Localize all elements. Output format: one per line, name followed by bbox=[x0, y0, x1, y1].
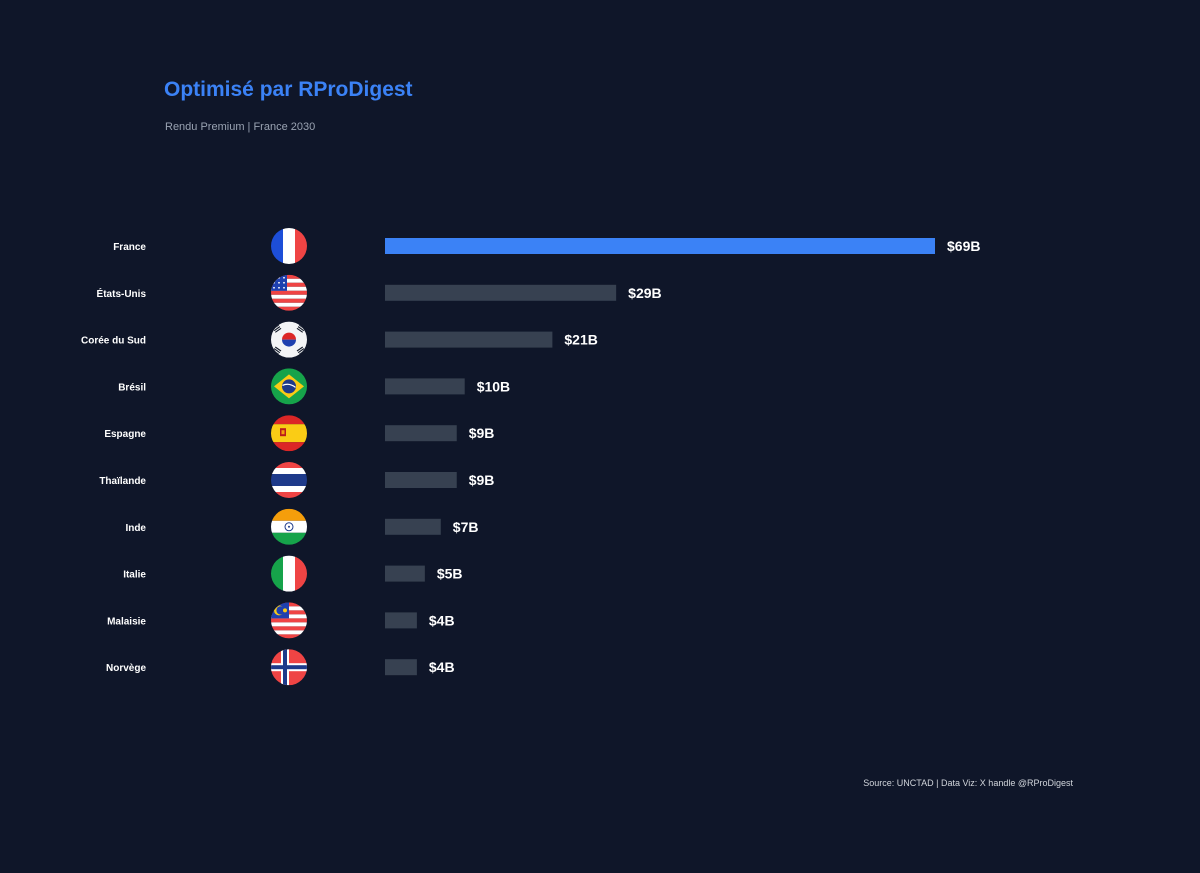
bar bbox=[385, 238, 935, 254]
bar-row: Italie $5B bbox=[123, 555, 463, 592]
value-label: $9B bbox=[469, 425, 495, 441]
flag-norway-icon bbox=[271, 649, 307, 686]
bar-row: Norvège $4B bbox=[106, 649, 455, 686]
value-label: $69B bbox=[947, 238, 980, 254]
category-label: Corée du Sud bbox=[81, 336, 146, 347]
value-label: $29B bbox=[628, 285, 661, 301]
bar bbox=[385, 378, 465, 395]
category-label: Norvège bbox=[106, 663, 146, 674]
bar bbox=[385, 659, 417, 676]
chart-subtitle: Rendu Premium | France 2030 bbox=[165, 121, 316, 133]
bar-row: France $69B bbox=[113, 228, 980, 264]
flag-brazil-icon bbox=[271, 368, 307, 405]
category-label: Malaisie bbox=[107, 616, 146, 627]
bar bbox=[385, 284, 617, 301]
bar-row: Malaisie $4B bbox=[107, 602, 455, 639]
chart-title: Optimisé par RProDigest bbox=[164, 78, 413, 101]
category-label: Brésil bbox=[118, 382, 146, 393]
bar bbox=[385, 425, 457, 442]
flag-thailand-icon bbox=[271, 462, 307, 498]
bar bbox=[385, 565, 425, 582]
value-label: $7B bbox=[453, 519, 479, 535]
flag-france-icon bbox=[271, 228, 307, 264]
bar-row: États-Unis $29B bbox=[97, 274, 662, 311]
value-label: $4B bbox=[429, 612, 455, 628]
flag-south-korea-icon bbox=[271, 321, 307, 358]
value-label: $4B bbox=[429, 659, 455, 675]
value-label: $21B bbox=[564, 332, 597, 348]
bar-row: Brésil $10B bbox=[118, 368, 510, 405]
category-label: Thaïlande bbox=[99, 476, 146, 487]
bar-row: Thaïlande $9B bbox=[99, 462, 494, 498]
flag-spain-icon bbox=[271, 415, 307, 452]
bar-row: Corée du Sud $21B bbox=[81, 321, 598, 358]
category-label: France bbox=[113, 242, 146, 253]
category-label: Inde bbox=[125, 523, 146, 534]
value-label: $9B bbox=[469, 472, 495, 488]
bar bbox=[385, 472, 457, 488]
flag-usa-icon bbox=[271, 274, 307, 311]
value-label: $5B bbox=[437, 566, 463, 582]
bar-row: Inde $7B bbox=[125, 508, 479, 545]
bar bbox=[385, 331, 553, 348]
category-label: États-Unis bbox=[97, 287, 147, 300]
category-label: Italie bbox=[123, 570, 146, 581]
bar-row: Espagne $9B bbox=[104, 415, 495, 452]
value-label: $10B bbox=[477, 378, 510, 394]
flag-india-icon bbox=[271, 508, 307, 545]
flag-malaysia-icon bbox=[271, 602, 307, 639]
category-label: Espagne bbox=[104, 429, 146, 440]
bar bbox=[385, 518, 441, 535]
source-note: Source: UNCTAD | Data Viz: X handle @RPr… bbox=[863, 778, 1073, 788]
flag-italy-icon bbox=[271, 555, 307, 592]
bar bbox=[385, 612, 417, 629]
